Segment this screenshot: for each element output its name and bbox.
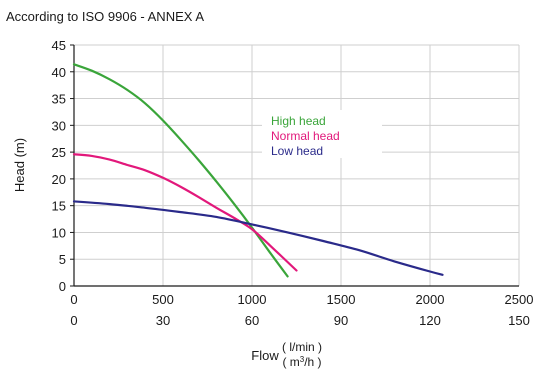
y-tick-label: 30 — [52, 118, 66, 133]
x-secondary-tick-label: 60 — [245, 313, 259, 328]
y-tick-label: 10 — [52, 225, 66, 240]
x-secondary-tick-labels: 0 30 60 90 120 150 — [70, 313, 529, 328]
series-line-high-head — [72, 63, 289, 278]
x-axis-unit-secondary-sup: 3 — [300, 355, 305, 364]
series-line-low-head — [72, 200, 444, 276]
x-tick-label: 2500 — [505, 292, 534, 307]
legend-item-low-head: Low head — [271, 144, 323, 158]
y-tick-label: 20 — [52, 172, 66, 187]
y-tick-label: 25 — [52, 145, 66, 160]
legend-item-high-head: High head — [271, 114, 326, 128]
chart-subtitle: According to ISO 9906 - ANNEX A — [6, 9, 204, 24]
x-secondary-tick-label: 120 — [419, 313, 441, 328]
legend-box — [262, 110, 382, 158]
x-secondary-tick-label: 90 — [334, 313, 348, 328]
y-tick-label: 40 — [52, 65, 66, 80]
x-axis-unit-primary: ( l/min ) — [282, 340, 322, 354]
x-secondary-tick-label: 30 — [156, 313, 170, 328]
y-tick-label: 45 — [52, 38, 66, 53]
x-tick-label: 500 — [152, 292, 174, 307]
y-tick-label: 5 — [59, 252, 66, 267]
x-axis-unit-secondary-base: ( m — [282, 355, 299, 369]
x-secondary-tick-label: 150 — [508, 313, 530, 328]
legend-background — [262, 110, 382, 158]
y-tick-label: 35 — [52, 92, 66, 107]
x-tick-label: 1500 — [327, 292, 356, 307]
legend-item-normal-head: Normal head — [271, 129, 340, 143]
x-tick-label: 0 — [70, 292, 77, 307]
x-axis-unit-secondary-tail: /h ) — [304, 355, 321, 369]
series-layer — [72, 63, 444, 278]
x-axis-label: Flow — [251, 348, 279, 363]
x-axis-unit-secondary: ( m3/h ) — [282, 355, 321, 369]
y-tick-label: 15 — [52, 199, 66, 214]
x-secondary-tick-label: 0 — [70, 313, 77, 328]
x-tick-labels: 0 500 1000 1500 2000 2500 — [70, 292, 533, 307]
axes — [70, 44, 519, 287]
grid — [74, 44, 520, 286]
x-tick-label: 1000 — [238, 292, 267, 307]
x-tick-label: 2000 — [416, 292, 445, 307]
y-tick-label: 0 — [59, 279, 66, 294]
y-axis-label: Head (m) — [12, 138, 27, 192]
series-line-normal-head — [72, 153, 298, 272]
y-tick-labels: 0 5 10 15 20 25 30 35 40 45 — [52, 38, 66, 294]
